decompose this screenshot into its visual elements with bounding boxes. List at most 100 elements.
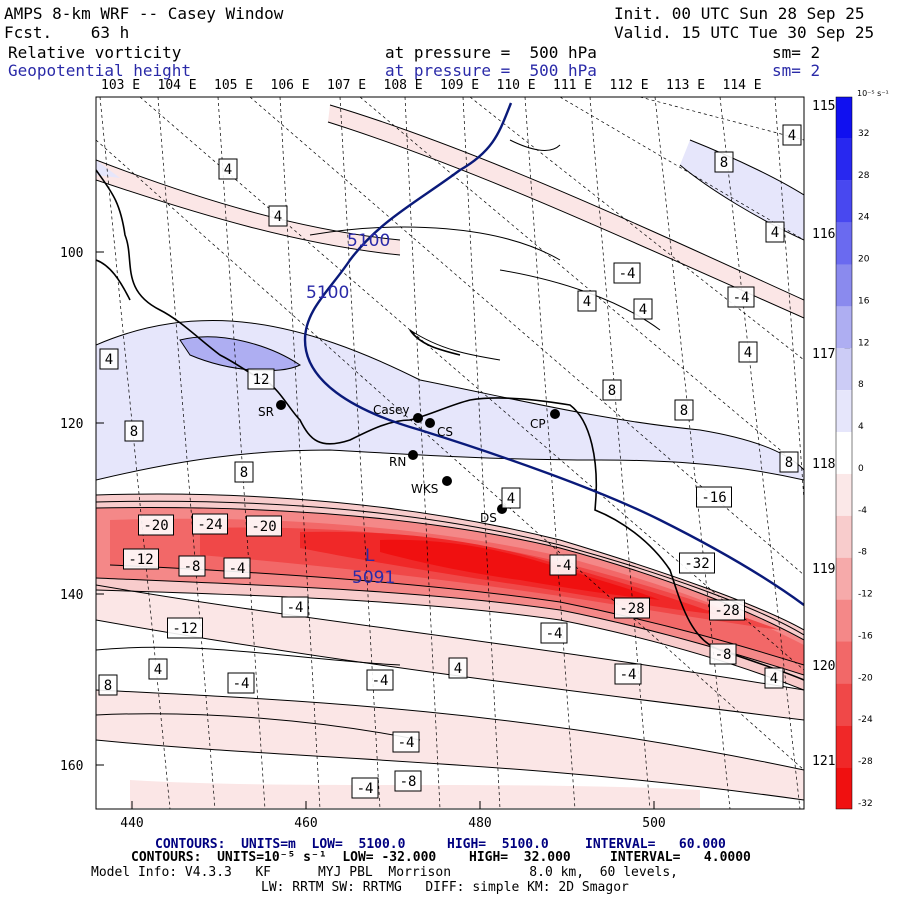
footer-height-high: HIGH= 5100.0 bbox=[447, 837, 549, 852]
vorticity-value-label: -4 bbox=[613, 262, 641, 284]
colorbar-swatch bbox=[836, 599, 852, 642]
vorticity-label-layer: 4 4 8 4 4 -4 4 4 4 -4 4 8 12 8 8 8 8 4 -16 -20 -24 -20 -12 -8 -4… bbox=[98, 124, 802, 799]
vorticity-value-label: 4 bbox=[782, 124, 802, 146]
longitude-top-label: 106 E bbox=[271, 78, 310, 93]
colorbar-swatch bbox=[836, 390, 852, 433]
longitude-top-label: 112 E bbox=[610, 78, 649, 93]
vorticity-value-text: 8 bbox=[240, 465, 248, 481]
vorticity-value-text: 4 bbox=[105, 352, 113, 368]
station-label: DS bbox=[480, 511, 497, 525]
smoothing-height: sm= 2 bbox=[772, 61, 821, 80]
longitude-top-label: 103 E bbox=[101, 78, 140, 93]
colorbar-swatch bbox=[836, 725, 852, 768]
vorticity-value-label: 8 bbox=[124, 420, 144, 442]
coastline bbox=[96, 169, 804, 681]
vorticity-value-label: 4 bbox=[218, 158, 238, 180]
vorticity-value-text: 8 bbox=[785, 455, 793, 471]
vorticity-value-label: 8 bbox=[714, 151, 734, 173]
station-label: RN bbox=[389, 455, 406, 469]
vorticity-value-text: -12 bbox=[128, 552, 153, 568]
colorbar-tick-label: -32 bbox=[858, 799, 873, 809]
vorticity-value-label: -4 bbox=[227, 672, 255, 694]
vorticity-value-label: -4 bbox=[392, 731, 420, 753]
longitude-top-label: 108 E bbox=[384, 78, 423, 93]
vorticity-value-label: -24 bbox=[192, 513, 228, 535]
longitude-top-label: 104 E bbox=[158, 78, 197, 93]
colorbar-swatch bbox=[836, 683, 852, 726]
vorticity-value-text: -20 bbox=[143, 518, 168, 534]
vorticity-value-text: 8 bbox=[680, 403, 688, 419]
station-label: WKS bbox=[411, 482, 438, 496]
y-axis-tick-label: 120 bbox=[60, 417, 83, 432]
vorticity-value-text: 4 bbox=[639, 302, 647, 318]
vorticity-value-label: -4 bbox=[223, 557, 251, 579]
colorbar-swatch bbox=[836, 641, 852, 684]
vorticity-value-label: 4 bbox=[448, 657, 468, 679]
vorticity-value-label: -20 bbox=[138, 514, 174, 536]
colorbar-tick-label: 4 bbox=[858, 422, 864, 432]
vorticity-value-text: 4 bbox=[788, 128, 796, 144]
longitude-top-label: 113 E bbox=[666, 78, 705, 93]
vorticity-value-label: 12 bbox=[247, 368, 275, 390]
colorbar-swatch bbox=[836, 180, 852, 223]
x-axis-tick-label: 480 bbox=[468, 816, 491, 831]
vorticity-value-label: -20 bbox=[246, 515, 282, 537]
vorticity-value-text: -28 bbox=[619, 601, 644, 617]
footer-vort-contours: CONTOURS: UNITS=10⁻⁵ s⁻¹ LOW= -32.000 bbox=[131, 850, 437, 865]
footer-height-contours: CONTOURS: UNITS=m LOW= 5100.0 bbox=[155, 837, 406, 852]
vorticity-value-text: -4 bbox=[733, 290, 750, 306]
colorbar: 32 28 24 20 16 12 8 4 0 -4 -8 -12 -16 -20 -24 -28 -32 bbox=[835, 96, 873, 810]
lat-lon-grid bbox=[96, 97, 804, 809]
vorticity-value-label: -12 bbox=[167, 617, 203, 639]
vorticity-value-label: 8 bbox=[234, 461, 254, 483]
colorbar-tick-label: -28 bbox=[858, 757, 873, 767]
vorticity-value-text: 4 bbox=[454, 661, 462, 677]
vorticity-value-text: -20 bbox=[251, 519, 276, 535]
colorbar-tick-label: 12 bbox=[858, 338, 869, 348]
vorticity-value-text: -28 bbox=[714, 603, 739, 619]
vorticity-value-text: -4 bbox=[229, 561, 246, 577]
vorticity-value-label: 4 bbox=[738, 341, 758, 363]
vorticity-value-label: 8 bbox=[98, 674, 118, 696]
y-axis-tick-label: 160 bbox=[60, 759, 83, 774]
vorticity-value-label: -4 bbox=[366, 669, 394, 691]
station-markers bbox=[276, 400, 560, 514]
vorticity-value-text: -24 bbox=[197, 517, 222, 533]
vorticity-value-text: -4 bbox=[620, 667, 637, 683]
colorbar-swatch bbox=[836, 306, 852, 349]
colorbar-swatch bbox=[836, 348, 852, 391]
vorticity-value-label: -28 bbox=[709, 599, 745, 621]
plot-frame bbox=[95, 96, 805, 810]
vorticity-value-label: -32 bbox=[679, 552, 715, 574]
x-axis-tick-label: 460 bbox=[294, 816, 317, 831]
footer-physics-info: LW: RRTM SW: RRTMG DIFF: simple KM: 2D S… bbox=[261, 880, 629, 895]
height-contour-label: 5091 bbox=[352, 568, 395, 588]
longitude-top-labels: 103 E 104 E 105 E 106 E 107 E 108 E 109 E 110 E… bbox=[101, 78, 762, 93]
vorticity-value-label: 8 bbox=[779, 451, 799, 473]
longitude-top-label: 105 E bbox=[214, 78, 253, 93]
colorbar-tick-label: -12 bbox=[858, 590, 873, 600]
forecast-hour: Fcst. 63 h bbox=[4, 23, 130, 42]
vorticity-value-text: -4 bbox=[287, 600, 304, 616]
longitude-top-label: 107 E bbox=[327, 78, 366, 93]
positive-vorticity-bands bbox=[96, 140, 804, 480]
y-axis-tick-label: 140 bbox=[60, 588, 83, 603]
vorticity-value-text: 4 bbox=[771, 225, 779, 241]
vorticity-value-text: 12 bbox=[253, 372, 270, 388]
y-axis-labels: 100 120 140 160 bbox=[60, 246, 83, 774]
vorticity-value-label: 4 bbox=[501, 487, 521, 509]
vorticity-value-label: -16 bbox=[696, 486, 732, 508]
x-axis-tick-label: 500 bbox=[642, 816, 665, 831]
pressure-height: at pressure = 500 hPa bbox=[385, 61, 597, 80]
footer-height-interval: INTERVAL= 60.000 bbox=[585, 837, 726, 852]
colorbar-tick-label: 8 bbox=[858, 380, 864, 390]
colorbar-tick-label: 24 bbox=[858, 213, 870, 223]
vorticity-value-label: 8 bbox=[602, 379, 622, 401]
vorticity-value-label: 8 bbox=[674, 399, 694, 421]
colorbar-swatch bbox=[836, 767, 852, 809]
station-label: CS bbox=[437, 425, 453, 439]
colorbar-swatch bbox=[836, 138, 852, 181]
field-name-vorticity: Relative vorticity bbox=[8, 43, 182, 62]
vorticity-value-text: -4 bbox=[619, 266, 636, 282]
